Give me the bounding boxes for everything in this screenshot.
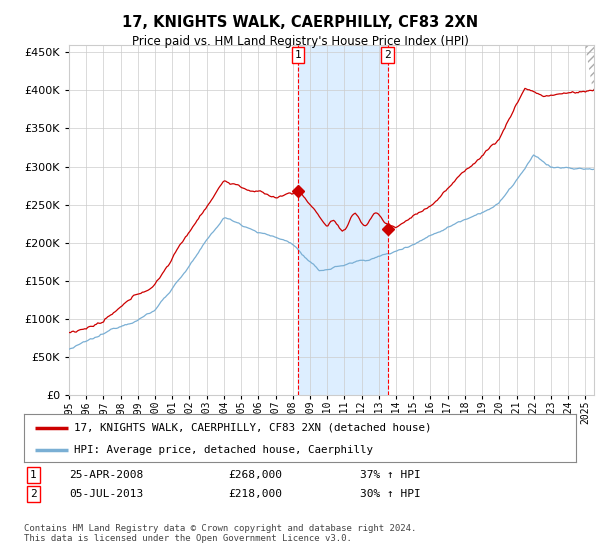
Text: Contains HM Land Registry data © Crown copyright and database right 2024.
This d: Contains HM Land Registry data © Crown c… [24,524,416,543]
Text: 30% ↑ HPI: 30% ↑ HPI [360,489,421,499]
Text: 17, KNIGHTS WALK, CAERPHILLY, CF83 2XN (detached house): 17, KNIGHTS WALK, CAERPHILLY, CF83 2XN (… [74,423,431,433]
Text: 2: 2 [384,50,391,60]
Text: 2: 2 [30,489,37,499]
Text: Price paid vs. HM Land Registry's House Price Index (HPI): Price paid vs. HM Land Registry's House … [131,35,469,48]
Bar [298,45,388,395]
Text: HPI: Average price, detached house, Caerphilly: HPI: Average price, detached house, Caer… [74,445,373,455]
Text: £218,000: £218,000 [228,489,282,499]
Text: £268,000: £268,000 [228,470,282,480]
Text: 1: 1 [295,50,302,60]
Text: 25-APR-2008: 25-APR-2008 [69,470,143,480]
Text: 1: 1 [30,470,37,480]
Text: 37% ↑ HPI: 37% ↑ HPI [360,470,421,480]
Text: 17, KNIGHTS WALK, CAERPHILLY, CF83 2XN: 17, KNIGHTS WALK, CAERPHILLY, CF83 2XN [122,15,478,30]
Text: 05-JUL-2013: 05-JUL-2013 [69,489,143,499]
